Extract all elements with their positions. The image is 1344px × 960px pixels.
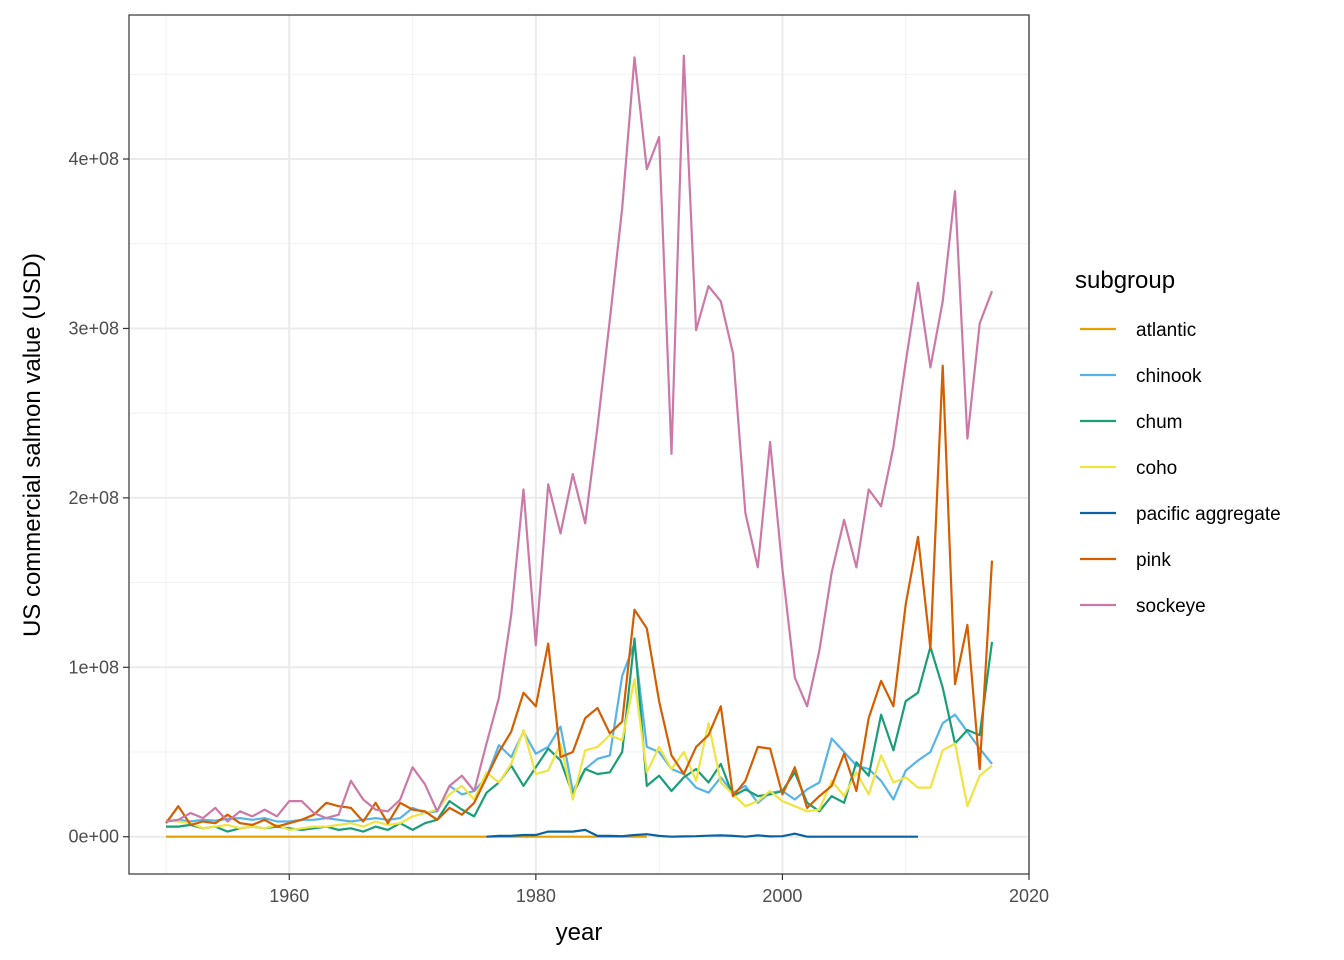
legend-label-chinook: chinook [1136, 366, 1202, 387]
legend-item-coho: coho [1080, 458, 1177, 479]
legend-item-pacific-aggregate: pacific aggregate [1080, 504, 1281, 525]
legend-label-pacific-aggregate: pacific aggregate [1136, 504, 1281, 525]
legend: subgroup atlantic chinook chum coho pacific … [1075, 267, 1281, 617]
x-tick-label: 2020 [1009, 886, 1049, 906]
legend-item-chum: chum [1080, 412, 1182, 433]
legend-item-sockeye: sockeye [1080, 596, 1206, 617]
y-tick-label: 0e+00 [68, 827, 119, 847]
legend-label-coho: coho [1136, 458, 1177, 479]
y-tick-label: 4e+08 [68, 149, 119, 169]
y-tick-label: 3e+08 [68, 318, 119, 338]
legend-label-pink: pink [1136, 550, 1171, 571]
y-axis-title: US commercial salmon value (USD) [19, 253, 46, 637]
legend-item-atlantic: atlantic [1080, 320, 1196, 341]
legend-label-atlantic: atlantic [1136, 320, 1196, 341]
x-axis-title: year [556, 919, 603, 946]
legend-label-chum: chum [1136, 412, 1182, 433]
plot-panel-border [128, 14, 1030, 875]
y-axis-ticks: 0e+00 1e+08 2e+08 3e+08 4e+08 [68, 149, 129, 847]
series-line-sockeye [165, 54, 994, 823]
legend-item-chinook: chinook [1080, 366, 1202, 387]
legend-title: subgroup [1075, 267, 1175, 294]
legend-items: atlantic chinook chum coho pacific aggregate… [1080, 320, 1281, 617]
series-lines [165, 54, 994, 838]
series-line-coho [165, 678, 993, 832]
series-line-pink [165, 364, 994, 828]
y-tick-label: 2e+08 [68, 488, 119, 508]
x-tick-label: 1980 [516, 886, 556, 906]
legend-label-sockeye: sockeye [1136, 596, 1206, 617]
y-tick-label: 1e+08 [68, 657, 119, 677]
series-line-chum [166, 637, 994, 833]
x-tick-label: 2000 [762, 886, 802, 906]
legend-item-pink: pink [1080, 550, 1171, 571]
x-axis-ticks: 1960 1980 2000 2020 [269, 874, 1049, 906]
x-tick-label: 1960 [269, 886, 309, 906]
series-line-pacific-aggregate [486, 828, 918, 838]
